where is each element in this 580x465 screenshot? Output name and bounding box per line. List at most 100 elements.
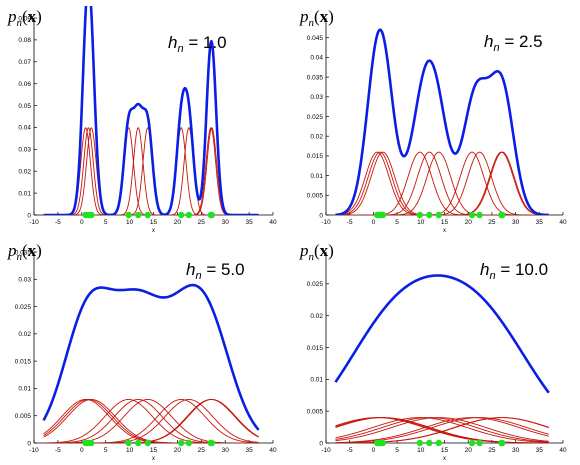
sample-point-5 (135, 211, 142, 219)
y-tick-label: 0.09 (18, 15, 31, 22)
sample-point-5 (135, 439, 142, 447)
y-tick-label: 0.035 (15, 249, 32, 256)
kernel-component-8 (43, 399, 259, 443)
y-tick-label: 0 (319, 440, 323, 447)
kernel-component-9 (43, 399, 259, 443)
density-estimate-line (42, 6, 260, 215)
x-tick-label: 40 (559, 447, 567, 454)
y-tick-label: 0.01 (18, 190, 31, 197)
kernel-component-4 (335, 417, 549, 443)
y-tick-label: 0.015 (307, 153, 324, 160)
x-tick-label: 35 (245, 219, 253, 226)
sample-point-8 (476, 439, 483, 447)
y-tick-label: 0.02 (18, 331, 31, 338)
kernel-component-2 (335, 151, 549, 215)
y-tick-label: 0 (27, 212, 31, 219)
y-tick-label: 0.03 (310, 94, 323, 101)
x-tick-label: 40 (269, 447, 277, 454)
x-tick-label: 0 (80, 447, 84, 454)
kernel-component-1 (335, 151, 549, 215)
y-tick-label: 0.02 (310, 134, 323, 141)
x-tick-label: 25 (488, 447, 496, 454)
x-tick-label: 25 (198, 219, 206, 226)
y-tick-label: 0 (27, 440, 31, 447)
sample-point-8 (185, 439, 193, 447)
plot-area (42, 6, 260, 215)
sample-point-10 (207, 439, 215, 447)
kernel-component-7 (335, 417, 549, 443)
x-tick-label: 15 (150, 447, 158, 454)
x-tick-label: -10 (321, 447, 331, 454)
x-axis-label: x (443, 228, 446, 234)
kernel-component-3 (43, 399, 259, 443)
x-tick-label: 0 (80, 219, 84, 226)
kernel-component-3 (43, 127, 259, 215)
x-tick-label: 10 (417, 447, 425, 454)
x-axis-label: x (152, 228, 155, 234)
sample-point-5 (426, 439, 433, 447)
sample-point-6 (435, 439, 443, 447)
sample-point-6 (435, 211, 443, 219)
kernel-component-1 (335, 417, 549, 443)
panel-label: pn(x) (299, 241, 334, 263)
x-tick-label: 5 (395, 219, 399, 226)
chart-panel-3: -10 -5 0 5 10 15 20 25 30 35 40 0 0.005 0.01 0.015 0.02… (7, 241, 277, 462)
sample-point-7 (468, 439, 476, 447)
x-tick-label: 0 (372, 447, 376, 454)
x-tick-label: 30 (222, 219, 230, 226)
kernel-component-9 (335, 417, 549, 443)
y-tick-label: 0.05 (18, 103, 31, 110)
x-tick-label: 20 (465, 447, 473, 454)
sample-point-10 (498, 211, 505, 219)
x-tick-label: 25 (198, 447, 206, 454)
chart-panel-4: -10 -5 0 5 10 15 20 25 30 35 40 0 0.005 0.01 0.015 0.02… (299, 241, 567, 462)
plot-area (334, 274, 550, 443)
x-axis-label: x (443, 456, 446, 462)
y-tick-label: 0.015 (15, 358, 32, 365)
x-tick-label: 0 (372, 219, 376, 226)
kernel-component-2 (335, 417, 549, 443)
sample-point-7 (178, 211, 185, 219)
x-tick-label: 5 (104, 447, 108, 454)
sample-point-8 (185, 211, 193, 219)
y-tick-label: 0.005 (307, 193, 324, 200)
sample-point-7 (178, 439, 185, 447)
y-tick-label: 0 (319, 212, 323, 219)
y-tick-label: 0.03 (18, 147, 31, 154)
panel-label: pn(x) (7, 7, 42, 29)
kernel-component-10 (335, 151, 549, 215)
y-tick-label: 0.025 (307, 281, 324, 288)
y-tick-label: 0.035 (307, 74, 324, 81)
x-tick-label: 30 (512, 447, 520, 454)
sample-point-10 (498, 439, 505, 447)
x-tick-label: 35 (245, 447, 253, 454)
kernel-component-2 (43, 399, 259, 443)
x-tick-label: 15 (441, 219, 449, 226)
plot-area (334, 28, 550, 215)
panel-label: pn(x) (299, 7, 334, 29)
y-tick-label: 0.045 (307, 35, 324, 42)
y-tick-label: 0.025 (307, 114, 324, 121)
kernel-component-5 (335, 417, 549, 443)
density-estimate-line (334, 28, 550, 215)
kernel-component-5 (43, 126, 259, 215)
x-tick-label: 40 (269, 219, 277, 226)
y-tick-label: 0.06 (18, 81, 31, 88)
sample-point-7 (468, 211, 476, 219)
sample-point-4 (416, 439, 424, 447)
x-tick-label: 30 (222, 447, 230, 454)
kernel-component-8 (335, 417, 549, 443)
plot-area (42, 283, 260, 443)
kernel-component-2 (43, 127, 259, 215)
kernel-component-10 (43, 127, 259, 215)
chart-panel-2: -10 -5 0 5 10 15 20 25 30 35 40 0 0.005 0.01 0.015 0.02… (299, 7, 567, 234)
sample-point-6 (144, 211, 151, 219)
x-tick-label: 20 (174, 447, 182, 454)
x-tick-label: 10 (126, 447, 134, 454)
y-tick-label: 0.04 (18, 125, 31, 132)
kernel-component-6 (335, 151, 549, 215)
kernel-component-3 (335, 417, 549, 443)
sample-point-3 (88, 211, 95, 219)
sample-point-4 (125, 211, 132, 219)
